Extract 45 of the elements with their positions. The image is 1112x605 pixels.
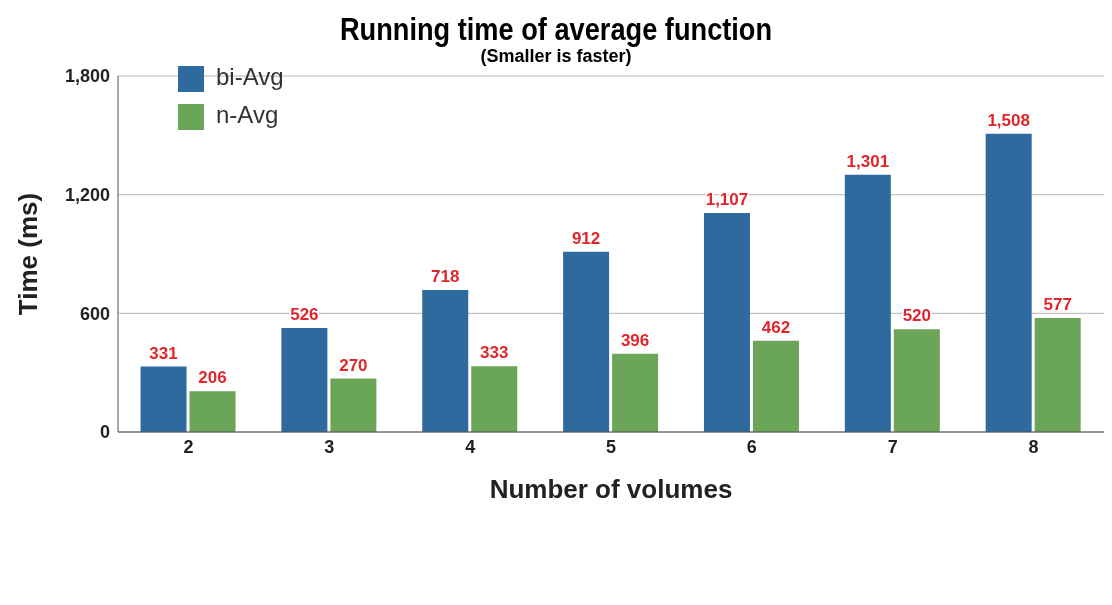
bar [471,366,518,432]
data-label: 526 [290,304,319,324]
data-label: 462 [761,317,791,337]
data-label: 1,107 [705,190,749,210]
y-tick-label: 600 [79,303,110,324]
bar [189,391,236,432]
data-label: 577 [1043,294,1072,314]
bar [563,251,610,432]
chart-title: Running time of average function [338,11,774,47]
x-tick-label: 6 [746,436,757,457]
legend-label: bi-Avg [216,63,284,90]
x-tick-label: 7 [887,436,898,457]
x-tick-label: 8 [1028,436,1039,457]
bar [422,290,469,432]
bar [893,329,940,432]
bar [703,213,750,432]
y-axis-title: Time (ms) [13,192,44,316]
y-tick-label: 1,800 [64,66,110,87]
bar [140,366,187,432]
data-label: 270 [339,355,368,375]
bar [752,340,799,432]
data-label: 333 [480,343,509,363]
y-tick-label: 0 [99,422,110,443]
bar [1034,317,1081,432]
bar [844,174,891,432]
data-label: 396 [620,330,650,350]
x-tick-label: 2 [183,436,194,457]
data-label: 520 [902,306,932,326]
chart-subtitle: (Smaller is faster) [480,46,632,66]
bar [281,327,328,432]
y-tick-label: 1,200 [64,185,110,206]
data-label: 331 [149,343,178,363]
data-label: 1,301 [846,151,890,171]
x-tick-label: 4 [465,436,476,457]
x-tick-label: 5 [605,436,617,457]
x-tick-label: 3 [324,436,335,457]
data-label: 1,508 [987,110,1030,130]
bar [612,353,659,432]
x-axis-title: Number of volumes [489,474,733,504]
data-label: 718 [431,267,460,286]
bar [985,133,1032,432]
data-label: 206 [198,368,227,388]
data-label: 912 [571,228,601,248]
bar [330,378,377,432]
legend-label: n-Avg [216,101,279,128]
